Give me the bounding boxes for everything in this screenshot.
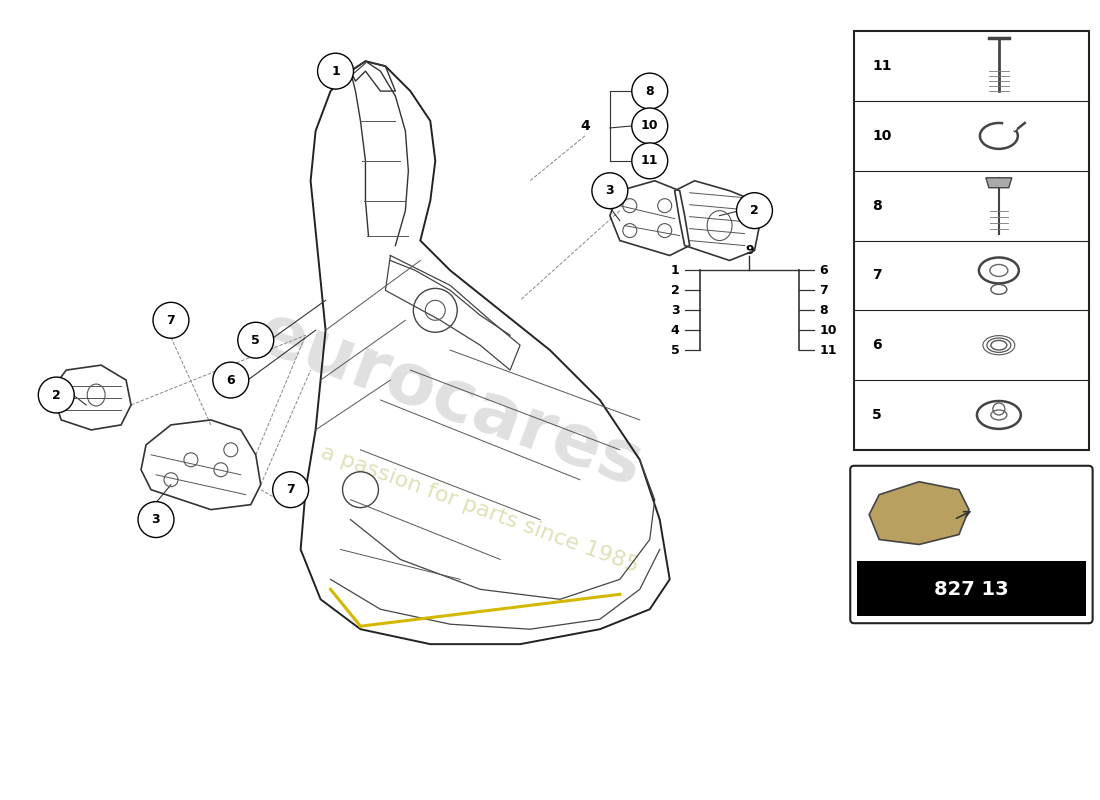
Text: 3: 3	[152, 513, 161, 526]
Circle shape	[631, 73, 668, 109]
Text: 3: 3	[671, 304, 680, 317]
Text: 6: 6	[872, 338, 882, 352]
Circle shape	[592, 173, 628, 209]
Text: 4: 4	[580, 119, 590, 133]
Circle shape	[238, 322, 274, 358]
Bar	[855, 31, 1089, 450]
Text: 7: 7	[820, 284, 828, 297]
Text: 10: 10	[641, 119, 659, 133]
Text: 7: 7	[166, 314, 175, 326]
Text: 8: 8	[872, 198, 882, 213]
Polygon shape	[986, 178, 1012, 188]
Text: 4: 4	[671, 324, 680, 337]
Circle shape	[631, 108, 668, 144]
Text: 2: 2	[671, 284, 680, 297]
Circle shape	[153, 302, 189, 338]
Text: 5: 5	[872, 408, 882, 422]
FancyBboxPatch shape	[850, 466, 1092, 623]
Text: 2: 2	[750, 204, 759, 217]
Text: a passion for parts since 1985: a passion for parts since 1985	[319, 442, 642, 577]
Circle shape	[138, 502, 174, 538]
Circle shape	[273, 472, 309, 508]
Text: 10: 10	[872, 129, 892, 143]
Circle shape	[213, 362, 249, 398]
Text: 7: 7	[872, 269, 882, 282]
Text: 8: 8	[646, 85, 654, 98]
Text: 7: 7	[286, 483, 295, 496]
Text: 6: 6	[227, 374, 235, 386]
Circle shape	[737, 193, 772, 229]
Polygon shape	[869, 482, 969, 545]
Circle shape	[39, 377, 74, 413]
Text: 2: 2	[52, 389, 60, 402]
Text: 9: 9	[745, 244, 754, 257]
Text: 11: 11	[641, 154, 659, 167]
Text: 5: 5	[252, 334, 260, 346]
Text: 5: 5	[671, 344, 680, 357]
Circle shape	[318, 54, 353, 89]
Text: 11: 11	[820, 344, 837, 357]
Text: 827 13: 827 13	[934, 580, 1009, 599]
Bar	[857, 562, 1086, 616]
Text: 8: 8	[820, 304, 828, 317]
Text: 10: 10	[820, 324, 837, 337]
Text: 11: 11	[872, 59, 892, 73]
Circle shape	[631, 143, 668, 178]
Text: 6: 6	[820, 264, 828, 277]
Text: eurocares: eurocares	[249, 298, 652, 502]
Text: 1: 1	[671, 264, 680, 277]
Text: 3: 3	[605, 184, 614, 198]
Text: 1: 1	[331, 65, 340, 78]
